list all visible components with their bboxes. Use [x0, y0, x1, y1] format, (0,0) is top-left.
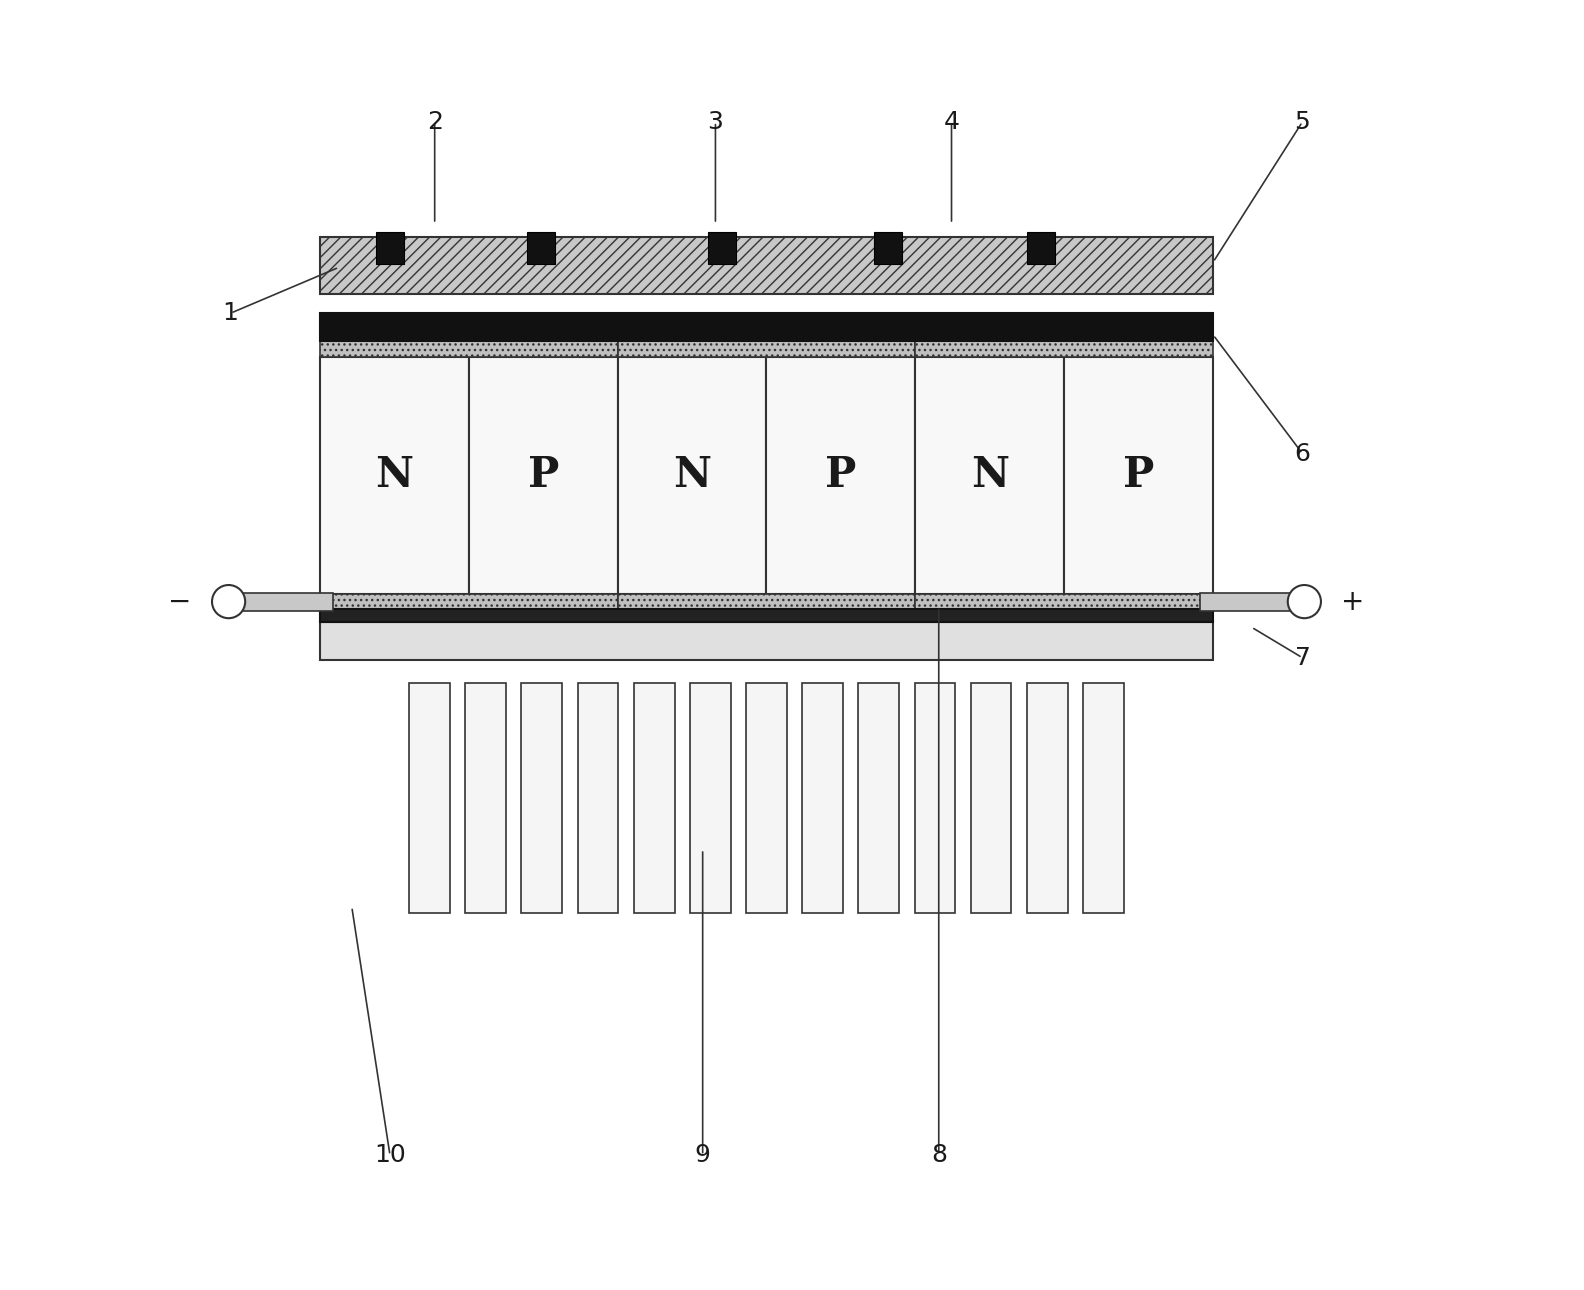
Bar — [320, 609, 1213, 622]
Bar — [1201, 592, 1296, 610]
Bar — [618, 342, 916, 356]
Bar — [916, 593, 1213, 609]
Bar — [320, 294, 1213, 313]
Text: +: + — [1342, 588, 1364, 615]
Text: 1: 1 — [223, 301, 239, 325]
Bar — [526, 232, 554, 263]
Circle shape — [1288, 586, 1321, 618]
Text: P: P — [825, 454, 857, 497]
Bar — [767, 356, 916, 593]
Bar — [1026, 232, 1055, 263]
Bar — [578, 684, 618, 913]
Text: N: N — [673, 454, 711, 497]
Bar — [1083, 684, 1123, 913]
Bar — [320, 593, 618, 609]
Bar — [859, 684, 900, 913]
Bar — [691, 684, 730, 913]
Bar — [469, 356, 618, 593]
Text: 9: 9 — [695, 1143, 711, 1167]
Bar — [409, 684, 450, 913]
Text: P: P — [1123, 454, 1155, 497]
Bar — [375, 232, 404, 263]
Bar — [914, 684, 955, 913]
Bar — [238, 592, 333, 610]
Bar — [1026, 684, 1068, 913]
Bar — [618, 356, 767, 593]
Text: 8: 8 — [931, 1143, 947, 1167]
Bar — [802, 684, 843, 913]
Text: 7: 7 — [1294, 646, 1310, 670]
Bar — [320, 356, 469, 593]
Bar — [708, 232, 737, 263]
Bar — [521, 684, 562, 913]
Text: −: − — [168, 588, 192, 615]
Bar — [916, 342, 1213, 356]
Text: P: P — [527, 454, 559, 497]
Bar — [971, 684, 1012, 913]
Bar — [320, 236, 1213, 294]
Text: 2: 2 — [426, 110, 442, 134]
Text: N: N — [971, 454, 1009, 497]
Bar — [1064, 356, 1213, 593]
Bar — [466, 684, 507, 913]
Bar — [320, 342, 618, 356]
Text: 6: 6 — [1294, 441, 1310, 466]
Bar — [320, 313, 1213, 342]
Text: N: N — [375, 454, 413, 497]
Bar — [634, 684, 675, 913]
Bar — [874, 232, 901, 263]
Text: 10: 10 — [374, 1143, 406, 1167]
Circle shape — [212, 586, 246, 618]
Text: 3: 3 — [708, 110, 724, 134]
Text: 4: 4 — [944, 110, 960, 134]
Text: 5: 5 — [1294, 110, 1310, 134]
Bar — [746, 684, 787, 913]
Bar — [618, 593, 916, 609]
Bar — [320, 622, 1213, 660]
Bar — [916, 356, 1064, 593]
